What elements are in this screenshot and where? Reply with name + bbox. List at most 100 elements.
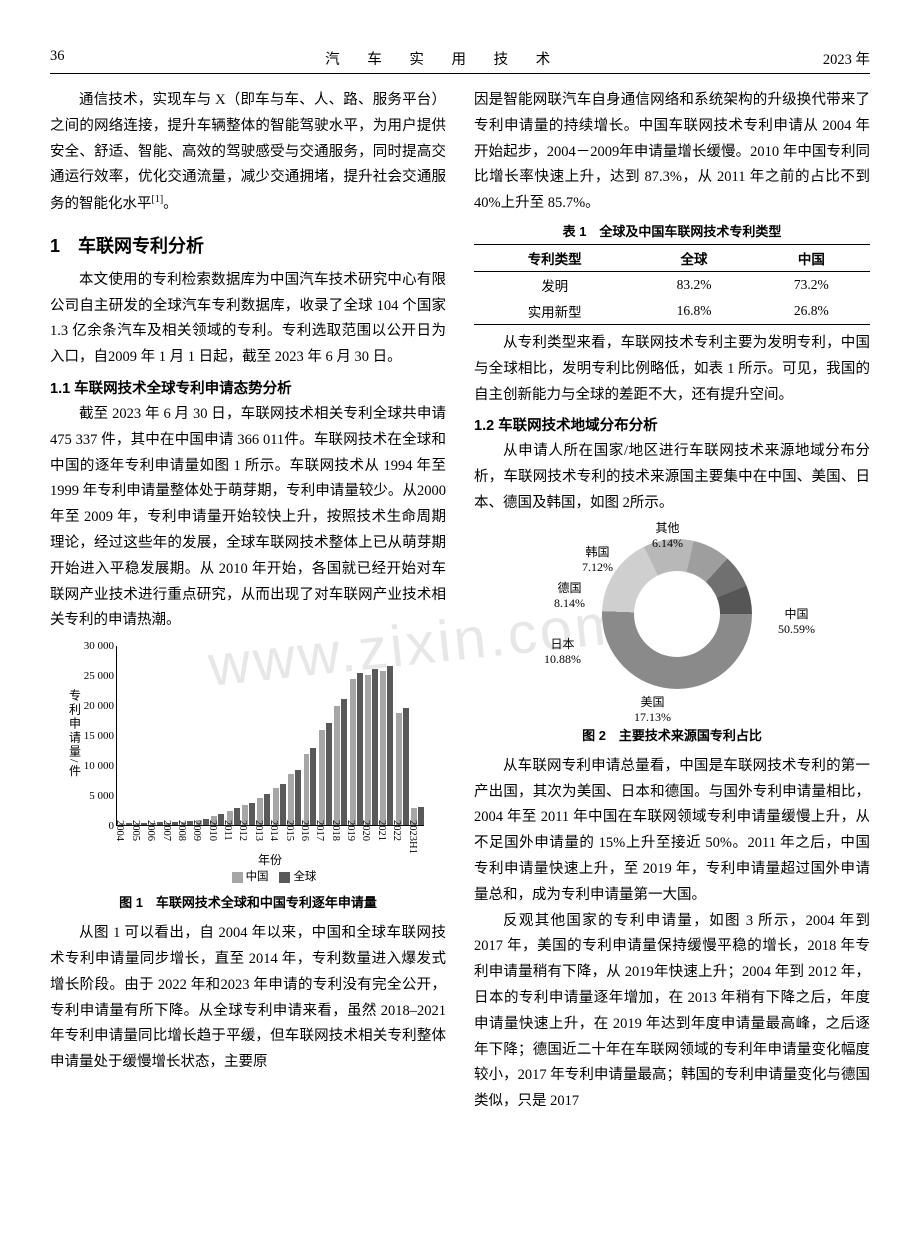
fig1-xtick: 2020	[360, 820, 371, 841]
table-header-cell: 中国	[753, 244, 870, 271]
figure-1-caption: 图 1 车联网技术全球和中国专利逐年申请量	[50, 892, 446, 911]
fig1-bar-group: 2021	[380, 646, 393, 825]
fig1-bar-global	[357, 673, 363, 825]
intro-paragraph: 通信技术，实现车与 X（即车与车、人、路、服务平台）之间的网络连接，提升车辆整体…	[50, 88, 446, 218]
legend-swatch-global	[279, 872, 290, 883]
table-1: 专利类型全球中国发明83.2%73.2%实用新型16.8%26.8%	[474, 244, 870, 325]
fig1-bar-global	[418, 807, 424, 825]
fig1-xtick: 2016	[299, 820, 310, 841]
fig1-xtick: 2013	[253, 820, 264, 841]
fig1-bar-global	[341, 699, 347, 825]
left-column: 通信技术，实现车与 X（即车与车、人、路、服务平台）之间的网络连接，提升车辆整体…	[50, 88, 446, 1115]
table-cell: 16.8%	[635, 298, 752, 325]
fig1-bar-group: 2016	[304, 646, 317, 825]
legend-label-global: 全球	[293, 871, 316, 883]
fig1-xtick: 2023H1	[407, 820, 418, 854]
donut-hole	[634, 571, 720, 657]
fig1-bars: 2004200520062007200820092010201120122013…	[117, 646, 424, 825]
fig1-bar-china	[380, 671, 386, 825]
fig1-bar-group: 2012	[242, 646, 255, 825]
fig1-bar-group: 2008	[181, 646, 194, 825]
fig1-ytick: 0	[82, 820, 114, 832]
fig1-bar-group: 2013	[257, 646, 270, 825]
section-1-2-para-b: 从车联网专利申请总量看，中国是车联网技术专利的第一产出国，其次为美国、日本和德国…	[474, 754, 870, 909]
fig1-bar-group: 2023H1	[411, 646, 424, 825]
fig1-plot-area: 2004200520062007200820092010201120122013…	[116, 646, 424, 826]
fig1-xtick: 2018	[330, 820, 341, 841]
journal-title: 汽 车 实 用 技 术	[325, 48, 562, 69]
fig1-bar-global	[387, 666, 393, 825]
section-1-2-heading: 1.2 车联网技术地域分布分析	[474, 414, 870, 435]
para-after-table: 从专利类型来看，车联网技术专利主要为发明专利，中国与全球相比，发明专利比例略低，…	[474, 331, 870, 408]
donut-label: 其他6.14%	[652, 521, 683, 551]
table-header-cell: 全球	[635, 244, 752, 271]
fig1-xtick: 2010	[207, 820, 218, 841]
two-column-layout: 通信技术，实现车与 X（即车与车、人、路、服务平台）之间的网络连接，提升车辆整体…	[50, 88, 870, 1115]
fig1-xtick: 2008	[176, 820, 187, 841]
fig1-bar-group: 2006	[150, 646, 163, 825]
fig1-bar-china	[365, 675, 371, 825]
right-column: 因是智能网联汽车自身通信网络和系统架构的升级换代带来了专利申请量的持续增长。中国…	[474, 88, 870, 1115]
fig1-xtick: 2019	[345, 820, 356, 841]
section-1-2-para-a: 从申请人所在国家/地区进行车联网技术来源地域分布分析，车联网技术专利的技术来源国…	[474, 439, 870, 516]
fig1-legend: 中国 全球	[116, 868, 424, 884]
legend-label-china: 中国	[246, 871, 269, 883]
fig1-xtick: 2011	[222, 820, 233, 841]
fig1-bar-group: 2011	[227, 646, 240, 825]
section-1-2-para-c: 反观其他国家的专利申请量，如图 3 所示，2004 年到 2017 年，美国的专…	[474, 909, 870, 1115]
fig1-xtick: 2009	[191, 820, 202, 841]
fig1-bar-group: 2014	[273, 646, 286, 825]
table-1-caption: 表 1 全球及中国车联网技术专利类型	[474, 221, 870, 240]
fig1-xlabel: 年份	[116, 851, 424, 868]
table-1-header-row: 专利类型全球中国	[474, 244, 870, 271]
fig1-ytick: 15 000	[82, 730, 114, 742]
figure-2-donut: 中国50.59%美国17.13%日本10.88%德国8.14%韩国7.12%其他…	[482, 519, 862, 719]
table-cell: 实用新型	[474, 298, 635, 325]
fig1-bar-china	[350, 679, 356, 825]
fig1-bar-group: 2007	[165, 646, 178, 825]
fig1-bar-china	[304, 754, 310, 826]
fig1-xtick: 2017	[314, 820, 325, 841]
fig1-bar-china	[396, 713, 402, 825]
fig1-ytick: 10 000	[82, 760, 114, 772]
year-label: 2023 年	[823, 48, 870, 69]
legend-swatch-china	[232, 872, 243, 883]
donut-label: 中国50.59%	[778, 607, 815, 637]
table-row: 发明83.2%73.2%	[474, 271, 870, 298]
fig1-xtick: 2007	[161, 820, 172, 841]
fig1-xtick: 2014	[268, 820, 279, 841]
fig1-bar-group: 2022	[396, 646, 409, 825]
donut-label: 德国8.14%	[554, 581, 585, 611]
intro-text: 通信技术，实现车与 X（即车与车、人、路、服务平台）之间的网络连接，提升车辆整体…	[50, 92, 446, 212]
fig1-bar-global	[295, 770, 301, 825]
donut-label: 韩国7.12%	[582, 545, 613, 575]
intro-tail: 。	[163, 196, 178, 212]
page-number: 36	[50, 48, 65, 69]
fig1-bar-china	[288, 774, 294, 825]
donut-label: 日本10.88%	[544, 637, 581, 667]
fig1-ytick: 5 000	[82, 790, 114, 802]
fig1-bar-group: 2020	[365, 646, 378, 825]
para-after-fig1: 从图 1 可以看出，自 2004 年以来，中国和全球车联网技术专利申请量同步增长…	[50, 921, 446, 1076]
section-1-1-para: 截至 2023 年 6 月 30 日，车联网技术相关专利全球共申请 475 33…	[50, 402, 446, 634]
fig1-bar-group: 2019	[350, 646, 363, 825]
fig1-xtick: 2012	[237, 820, 248, 841]
fig1-bar-global	[372, 669, 378, 825]
section-1-1-heading: 1.1 车联网技术全球专利申请态势分析	[50, 377, 446, 398]
fig1-bar-global	[310, 748, 316, 826]
citation-1: [1]	[152, 194, 164, 205]
table-1-body: 发明83.2%73.2%实用新型16.8%26.8%	[474, 271, 870, 324]
table-cell: 26.8%	[753, 298, 870, 325]
fig1-xtick: 2021	[376, 820, 387, 841]
fig1-bar-group: 2004	[119, 646, 132, 825]
fig1-ylabel: 专利申请量/件	[68, 640, 82, 826]
fig1-ytick: 25 000	[82, 670, 114, 682]
fig1-bar-group: 2005	[134, 646, 147, 825]
fig1-ylabel-text: 专利申请量/件	[67, 689, 84, 778]
donut-ring	[602, 539, 752, 689]
fig1-bar-global	[403, 708, 409, 826]
table-cell: 83.2%	[635, 271, 752, 298]
fig1-bar-global	[326, 723, 332, 826]
fig1-bar-china	[319, 730, 325, 825]
figure-2-caption: 图 2 主要技术来源国专利占比	[474, 725, 870, 744]
